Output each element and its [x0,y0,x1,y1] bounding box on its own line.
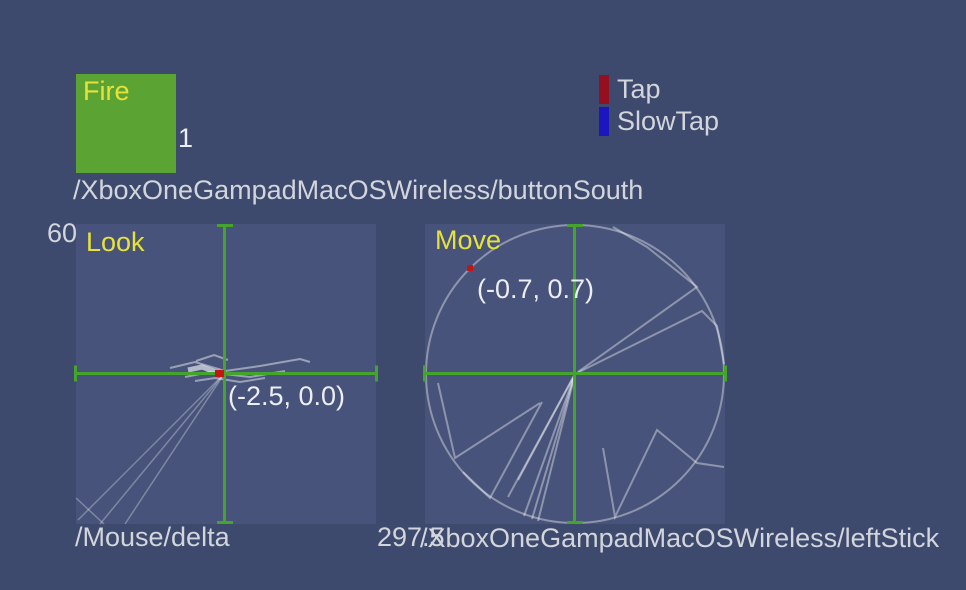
look-plot-canvas [74,224,378,525]
fps-value: 60 [47,218,78,248]
look-trace-diagonals [75,373,225,525]
fire-control-path: /XboxOneGampadMacOSWireless/buttonSouth [73,175,644,205]
tap-legend-label: Tap [617,74,661,104]
look-stick-plot [74,224,378,525]
fire-value: 1 [178,123,194,153]
move-stick-plot [423,224,727,524]
look-axes [74,224,378,524]
move-value: (-0.7, 0.7) [477,274,595,304]
slowtap-legend-label: SlowTap [617,106,720,136]
look-current-point [215,370,224,377]
look-value: (-2.5, 0.0) [228,381,346,411]
slowtap-color-swatch [599,107,609,136]
move-current-point [467,265,473,271]
move-axes [423,224,727,524]
look-trace [169,353,311,384]
move-control-path: /XboxOneGampadMacOSWireless/leftStick [420,523,940,553]
tap-color-swatch [599,75,609,104]
move-label: Move [435,225,502,255]
overlap-value: 297.5 [377,522,445,552]
look-label: Look [86,227,145,257]
look-control-path: /Mouse/delta [75,522,230,552]
fire-button-indicator [76,74,176,173]
move-plot-canvas [423,224,727,524]
fire-label: Fire [83,76,130,106]
